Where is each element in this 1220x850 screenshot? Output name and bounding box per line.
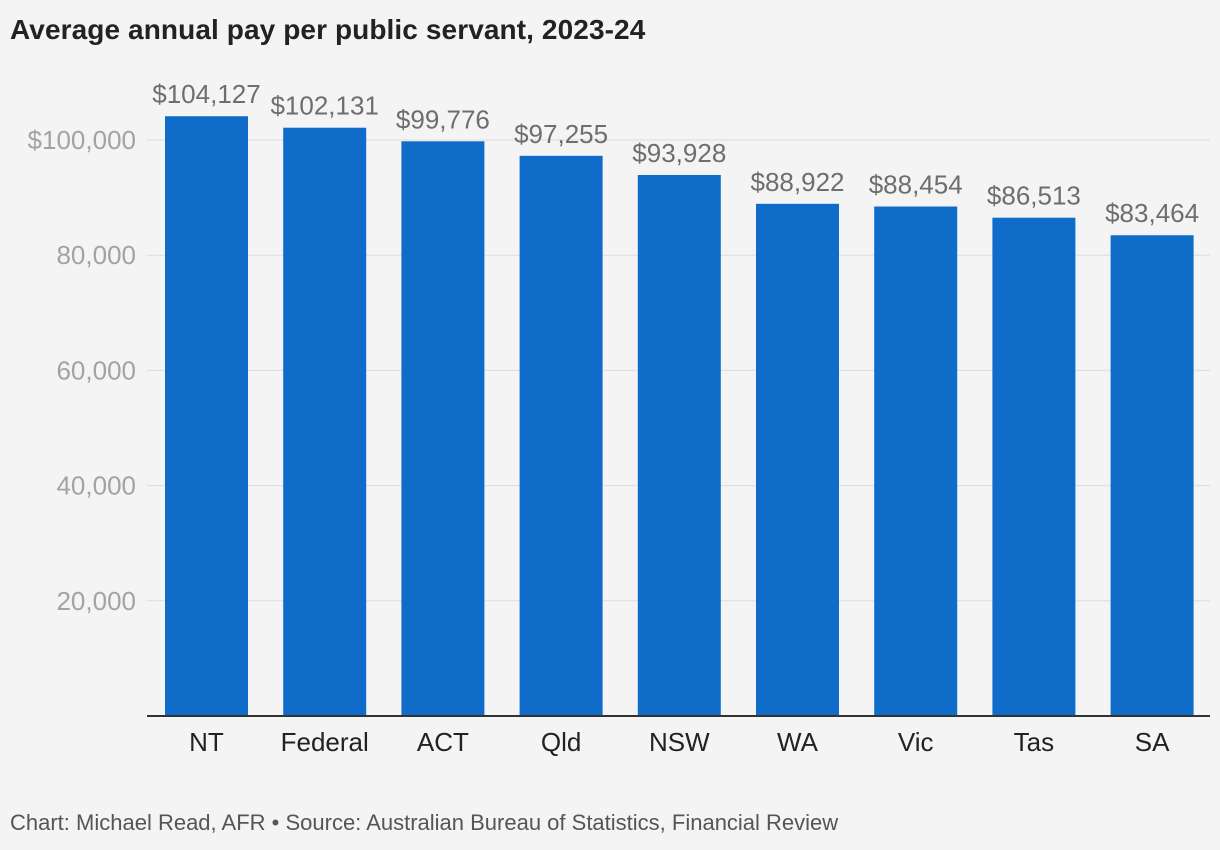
y-tick-label: 60,000 [56, 355, 136, 385]
bar-act [401, 141, 485, 717]
x-category-label: NT [189, 727, 224, 757]
data-labels: $104,127 $102,131 $99,776 $97,255 $93,928 $88… [152, 79, 1199, 228]
x-axis-categories: NT Federal ACT Qld NSW WA Vic Tas SA [189, 727, 1170, 757]
y-tick-label: 80,000 [56, 240, 136, 270]
x-category-label: SA [1135, 727, 1170, 757]
x-category-label: Vic [898, 727, 934, 757]
bar-nt [165, 116, 248, 717]
bar-federal [283, 127, 367, 716]
y-tick-label: 40,000 [56, 471, 136, 501]
y-tick-label: $100,000 [28, 125, 136, 155]
x-category-label: Qld [541, 727, 581, 757]
x-category-label: ACT [417, 727, 469, 757]
bar-sa [1110, 235, 1194, 716]
data-label: $102,131 [270, 91, 378, 121]
data-label: $104,127 [152, 79, 260, 109]
data-label: $88,454 [869, 170, 963, 200]
data-label: $97,255 [514, 119, 608, 149]
bar-vic [874, 206, 958, 717]
x-category-label: Tas [1014, 727, 1054, 757]
data-label: $88,922 [751, 167, 845, 197]
x-category-label: WA [777, 727, 819, 757]
bar-qld [519, 155, 603, 716]
y-axis-ticks: 20,000 40,000 60,000 80,000 $100,000 [28, 125, 136, 616]
data-label: $99,776 [396, 104, 490, 134]
source-credit: Chart: Michael Read, AFR • Source: Austr… [10, 810, 839, 835]
bar-tas [992, 217, 1076, 716]
y-tick-label: 20,000 [56, 586, 136, 616]
x-category-label: Federal [281, 727, 369, 757]
chart-title: Average annual pay per public servant, 2… [10, 14, 646, 45]
data-label: $83,464 [1105, 198, 1199, 228]
bar-nsw [637, 174, 721, 716]
bar-wa [756, 203, 839, 717]
bars [165, 116, 1194, 717]
data-label: $93,928 [632, 138, 726, 168]
data-label: $86,513 [987, 181, 1081, 211]
x-category-label: NSW [649, 727, 710, 757]
